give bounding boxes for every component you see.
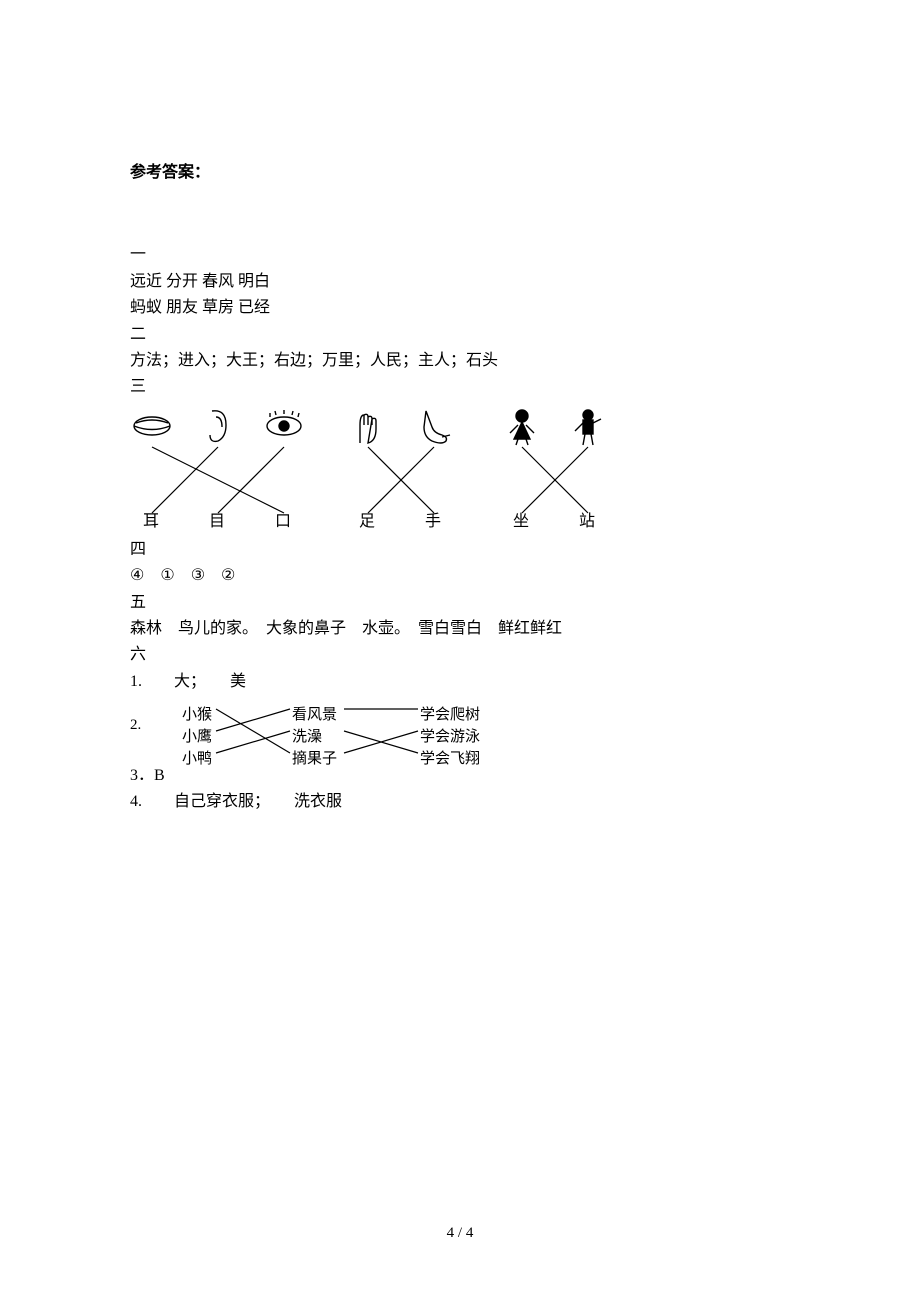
boy-icon	[566, 405, 610, 452]
section-4-label: 四	[130, 537, 790, 563]
page-footer: 4 / 4	[0, 1225, 920, 1242]
section-2-label: 二	[130, 322, 790, 348]
section-4-line1: ④ ① ③ ②	[130, 563, 790, 589]
q3-label: 站	[566, 507, 610, 531]
q6-cell: 小猴	[182, 703, 212, 724]
page: 参考答案： 一 远近 分开 春风 明白 蚂蚁 朋友 草房 已经 二 方法；进入；…	[0, 0, 920, 1302]
q3-label: 口	[262, 507, 306, 531]
q3-label: 足	[346, 507, 390, 531]
section-5-label: 五	[130, 590, 790, 616]
page-title: 参考答案：	[130, 160, 790, 186]
q6-cell: 小鹰	[182, 725, 212, 746]
q6-cell: 小鸭	[182, 747, 212, 768]
q3-label: 目	[196, 507, 240, 531]
q6-cell: 学会游泳	[420, 725, 480, 746]
section-1-label: 一	[130, 242, 790, 268]
q3-label: 手	[412, 507, 456, 531]
section-6-label: 六	[130, 642, 790, 668]
q6-cell: 看风景	[292, 703, 337, 724]
section-6-q4: 4. 自己穿衣服； 洗衣服	[130, 789, 790, 815]
section-6-q2-prefix: 2.	[130, 717, 141, 734]
eye-icon	[262, 405, 306, 452]
ear-icon	[196, 405, 240, 452]
girl-icon	[500, 405, 544, 452]
q6-cell: 洗澡	[292, 725, 322, 746]
section-6-q2-lines	[182, 695, 542, 763]
mouth-icon	[130, 405, 174, 452]
section-1-line2: 蚂蚁 朋友 草房 已经	[130, 295, 790, 321]
q3-label: 坐	[500, 507, 544, 531]
section-1-line1: 远近 分开 春风 明白	[130, 269, 790, 295]
foot-icon	[412, 405, 456, 452]
q6-cell: 学会爬树	[420, 703, 480, 724]
section-5-line1: 森林 鸟儿的家。 大象的鼻子 水壶。 雪白雪白 鲜红鲜红	[130, 616, 790, 642]
q3-label: 耳	[130, 507, 174, 531]
q6-cell: 学会飞翔	[420, 747, 480, 768]
section-6-q1: 1. 大； 美	[130, 669, 790, 695]
section-6-q2-matching: 小猴小鹰小鸭看风景洗澡摘果子学会爬树学会游泳学会飞翔	[182, 695, 542, 763]
section-2-line1: 方法；进入；大王；右边；万里；人民；主人；石头	[130, 348, 790, 374]
section-3-label: 三	[130, 374, 790, 400]
hand-icon	[346, 405, 390, 452]
section-3-matching: 耳目口 足手 坐站	[130, 401, 690, 531]
q6-cell: 摘果子	[292, 747, 337, 768]
